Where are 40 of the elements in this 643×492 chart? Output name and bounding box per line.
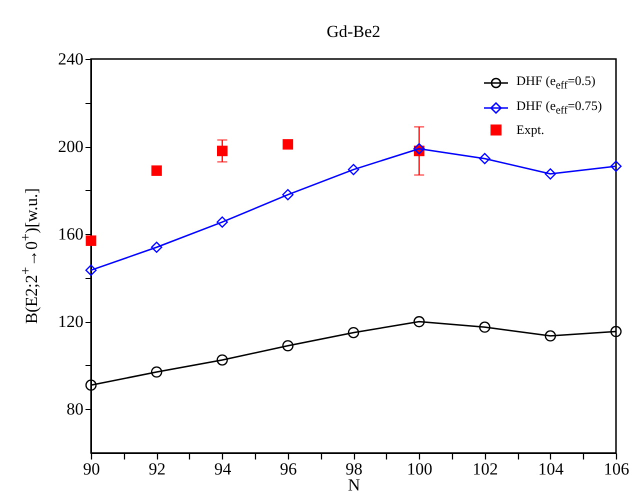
chart-title: Gd-Be2 [326,22,382,42]
point [150,242,162,253]
point [282,340,294,352]
x-tick-label: 90 [83,460,100,478]
point [479,322,490,333]
point [610,160,622,172]
legend-label: DHF (e$_{eff}$=0.5) [516,72,596,94]
x-tick-label: 100 [406,460,432,478]
point [544,168,556,180]
y-tick-label: 120 [58,312,84,332]
point [282,189,294,200]
point [544,330,556,342]
x-tick-label: 98 [346,460,362,478]
x-tick-label: 104 [538,460,564,478]
point [85,264,97,276]
point [348,164,360,176]
y-tick-label: 240 [58,50,84,68]
y-tick-label: 160 [58,224,84,244]
point [413,316,425,328]
y-tick-label: 80 [66,400,84,419]
x-tick-label: 102 [472,460,498,478]
point [85,380,97,391]
point [282,139,294,150]
point [610,326,622,338]
y-tick-label: 200 [58,137,84,156]
point [348,326,360,338]
legend-label: DHF (e$_{eff}$=0.75) [516,96,602,118]
x-tick-label: 106 [604,460,630,478]
point [413,143,425,154]
point [217,146,228,156]
x-tick-label: 94 [214,460,232,478]
point [216,216,228,228]
legend-label: Expt. [516,121,544,140]
point [216,354,228,366]
x-axis-title: N [348,476,360,492]
x-tick-label: 96 [280,460,297,478]
point [86,235,96,246]
point [479,152,490,164]
x-tick-label: 92 [148,460,166,478]
point [150,366,162,378]
